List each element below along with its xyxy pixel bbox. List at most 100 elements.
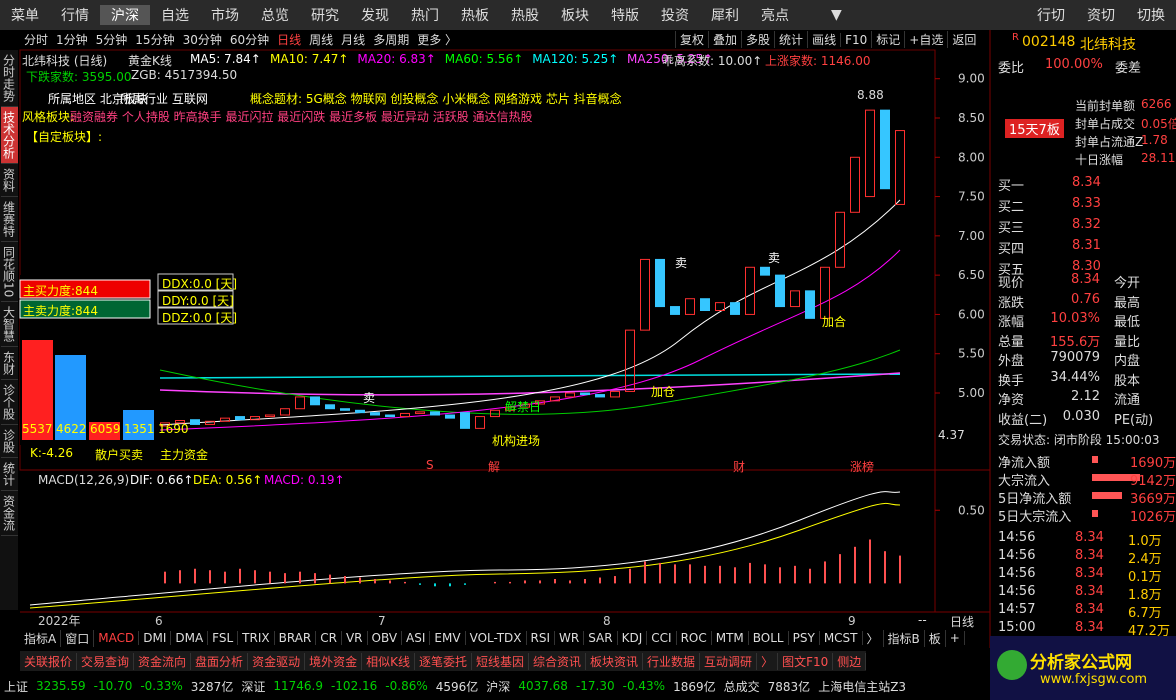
indicator-tab[interactable]: VR — [342, 631, 368, 645]
indicator-tab[interactable]: + — [946, 631, 965, 645]
side-tab[interactable]: 资料 — [0, 164, 18, 197]
indicator-tab[interactable]: KDJ — [618, 631, 648, 645]
period-button[interactable]: 日线 — [277, 33, 302, 47]
function-tab[interactable]: 资金流向 — [134, 652, 192, 670]
function-tab[interactable]: 关联报价 — [20, 652, 78, 670]
period-button[interactable]: 多周期 — [373, 33, 410, 47]
menu-item[interactable]: 热板 — [461, 8, 489, 24]
indicator-tab[interactable]: DMI — [139, 631, 172, 645]
tool-button[interactable]: 返回 — [947, 31, 980, 48]
menu-item[interactable]: 切换 — [1137, 8, 1165, 24]
indicator-tab[interactable]: CCI — [647, 631, 677, 645]
function-tab[interactable]: 图文F10 — [778, 652, 834, 670]
function-tab[interactable]: 行业数据 — [643, 652, 701, 670]
indicator-tab[interactable]: MTM — [712, 631, 749, 645]
menu-item[interactable]: 特版 — [611, 8, 639, 24]
indicator-tab[interactable]: FSL — [208, 631, 239, 645]
indicator-tabs: 指标A 窗口 MACD DMI DMA FSL TRIX BRAR CR VR OBV ASI EMV V… — [20, 629, 965, 647]
indicator-tab[interactable]: WR — [555, 631, 585, 645]
function-tab[interactable]: 综合资讯 — [529, 652, 587, 670]
indicator-tab[interactable]: EMV — [430, 631, 466, 645]
function-tab[interactable]: 短线基因 — [472, 652, 529, 670]
menu-item[interactable]: 板块 — [561, 8, 589, 24]
function-tab[interactable]: 交易查询 — [77, 652, 135, 670]
side-tab[interactable]: 维赛特 — [0, 197, 18, 242]
side-tab[interactable]: 资金流 — [0, 491, 18, 537]
indicator-tab[interactable]: DMA — [171, 631, 209, 645]
tool-button[interactable]: 统计 — [774, 31, 807, 48]
menu-item[interactable]: 行切 — [1037, 8, 1065, 24]
menu-item[interactable]: 亮点 — [761, 8, 789, 24]
menu-item[interactable]: 研究 — [311, 8, 339, 24]
period-button[interactable]: 15分钟 — [135, 33, 175, 47]
menu-item[interactable]: 投资 — [661, 8, 689, 24]
indicator-tab[interactable]: BRAR — [275, 631, 317, 645]
indicator-tab[interactable]: 板 — [925, 629, 946, 647]
label: 净流入额 — [998, 456, 1051, 471]
indicator-tab[interactable]: VOL-TDX — [466, 631, 527, 645]
indicator-tab[interactable]: RSI — [527, 631, 556, 645]
period-button[interactable]: 1分钟 — [56, 33, 88, 47]
indicator-tab[interactable]: MCST — [820, 631, 863, 645]
period-button[interactable]: 更多 〉 — [417, 33, 458, 47]
period-button[interactable]: 60分钟 — [229, 33, 270, 47]
menu-arrow[interactable]: ▼ — [831, 7, 842, 23]
tool-button[interactable]: F10 — [840, 32, 871, 47]
indicator-tab[interactable]: SAR — [584, 631, 618, 645]
indicator-tab[interactable]: MACD — [94, 631, 140, 645]
tool-button[interactable]: 多股 — [741, 31, 774, 48]
tool-button[interactable]: 标记 — [871, 31, 904, 48]
function-tab[interactable]: 〉 — [757, 652, 779, 670]
menu-item[interactable]: 发现 — [361, 8, 389, 24]
side-tab[interactable]: 东财 — [0, 347, 18, 381]
menu-item[interactable]: 自选 — [161, 8, 189, 24]
tool-button[interactable]: +自选 — [904, 31, 947, 48]
side-tab[interactable]: 分时走势 — [0, 50, 18, 107]
indicator-tab[interactable]: 〉 — [863, 629, 884, 647]
function-tab[interactable]: 资金驱动 — [248, 652, 306, 670]
side-tab[interactable]: 大智慧 — [0, 302, 18, 348]
indicator-tab[interactable]: ROC — [677, 631, 712, 645]
side-tab[interactable]: 诊个股 — [0, 380, 18, 426]
menu-item[interactable]: 沪深 — [100, 5, 150, 25]
period-button[interactable]: 月线 — [341, 33, 366, 47]
sell-mark: 卖 — [675, 256, 688, 270]
indicator-tab[interactable]: OBV — [368, 631, 403, 645]
function-tab[interactable]: 侧边 — [833, 652, 867, 670]
side-tab[interactable]: 同花顺10 — [0, 242, 18, 303]
menu-item[interactable]: 犀利 — [711, 8, 739, 24]
function-tab[interactable]: 逐笔委托 — [415, 652, 472, 670]
flow-bar — [55, 355, 86, 440]
indicator-tab[interactable]: PSY — [789, 631, 820, 645]
menu-item[interactable]: 资切 — [1087, 8, 1115, 24]
function-tab[interactable]: 盘面分析 — [191, 652, 249, 670]
function-tab[interactable]: 互动调研 — [700, 652, 758, 670]
indicator-tab[interactable]: ASI — [402, 631, 431, 645]
tool-button[interactable]: 叠加 — [708, 31, 741, 48]
side-tab[interactable]: 统计 — [0, 458, 18, 492]
tool-button[interactable]: 复权 — [675, 31, 708, 48]
indicator-tab[interactable]: 指标B — [884, 629, 925, 647]
menu-item[interactable]: 总览 — [261, 8, 289, 24]
menu-item[interactable]: 菜单 — [11, 8, 39, 24]
indicator-tab[interactable]: TRIX — [238, 631, 275, 645]
menu-item[interactable]: 行情 — [61, 8, 89, 24]
menu-item[interactable]: 市场 — [211, 8, 239, 24]
function-tab[interactable]: 板块资讯 — [586, 652, 644, 670]
logo-url: www.fxjsgw.com — [1040, 672, 1148, 687]
menu-item[interactable]: 热股 — [511, 8, 539, 24]
menu-item[interactable]: 热门 — [411, 8, 439, 24]
period-button[interactable]: 30分钟 — [182, 33, 222, 47]
function-tab[interactable]: 相似K线 — [362, 652, 415, 670]
indicator-tab[interactable]: 指标A — [20, 629, 62, 647]
period-button[interactable]: 5分钟 — [95, 33, 128, 47]
side-tab[interactable]: 诊股 — [0, 425, 18, 459]
indicator-tab[interactable]: BOLL — [749, 631, 789, 645]
indicator-tab[interactable]: CR — [316, 631, 342, 645]
function-tab[interactable]: 境外资金 — [305, 652, 363, 670]
side-tab[interactable]: 技术分析 — [0, 107, 18, 164]
indicator-tab[interactable]: 窗口 — [61, 629, 95, 647]
period-button[interactable]: 周线 — [309, 33, 334, 47]
period-button[interactable]: 分时 — [24, 33, 49, 47]
tool-button[interactable]: 画线 — [807, 31, 840, 48]
